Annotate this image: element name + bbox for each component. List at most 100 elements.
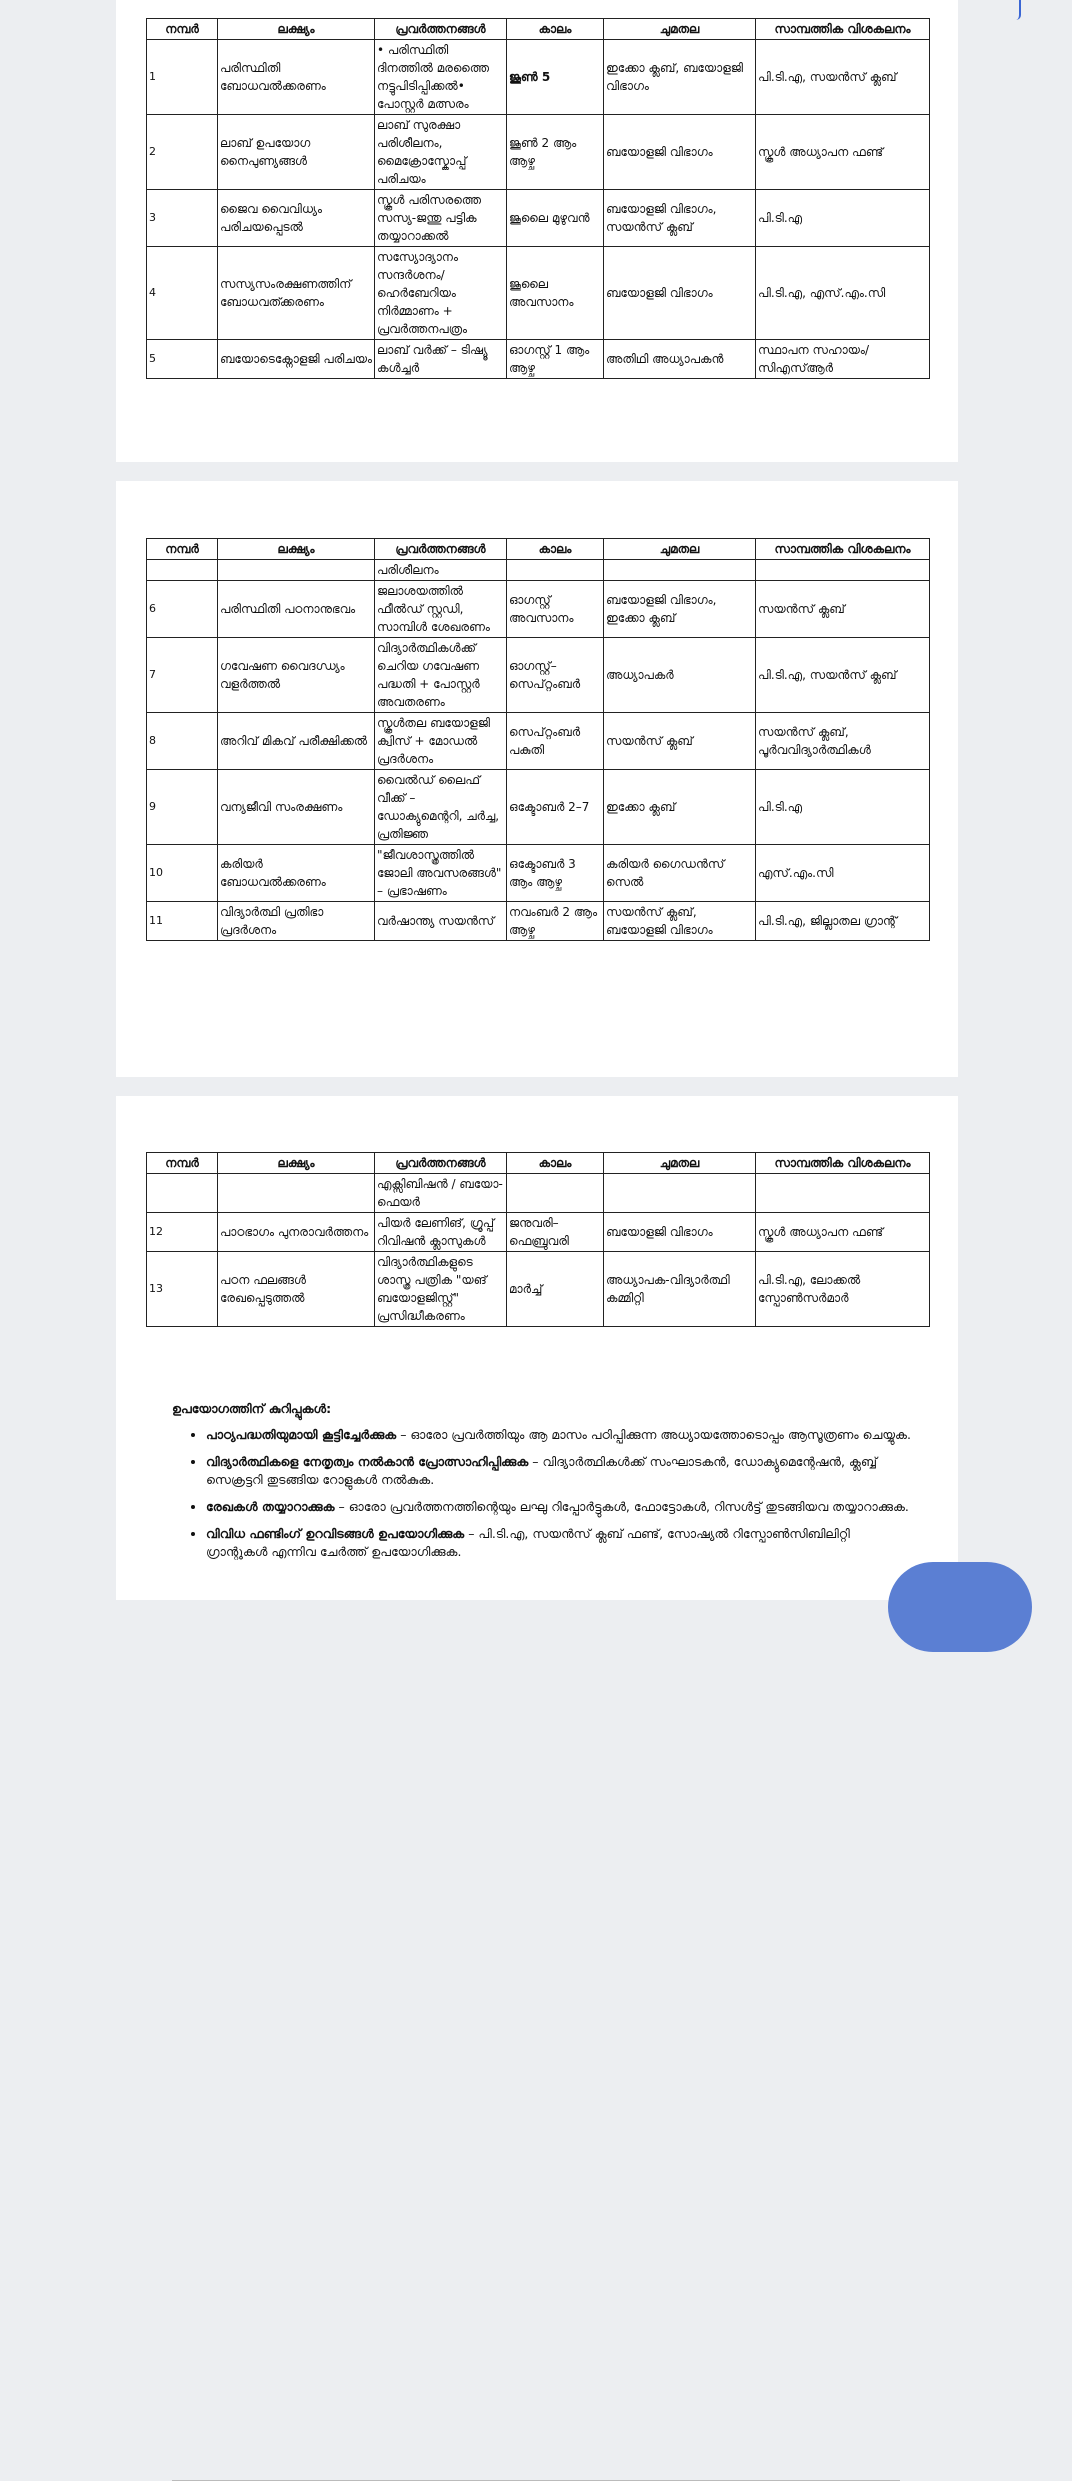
table-cell: 7 [146,637,218,713]
table-row: 8 അറിവ് മികവ് പരീക്ഷിക്കൽ സ്കൂൾതല ബയോളജി ക… [146,712,930,770]
header-row: നമ്പർ ലക്ഷ്യം പ്രവർത്തനങ്ങൾ കാലം ചുമതല സാമ്പത… [146,538,930,560]
table-cell: സയൻസ് ക്ലബ്, ബയോളജി വിഭാഗം [603,901,756,941]
table-cell [146,559,218,581]
table-cell: 8 [146,712,218,770]
table-cell: പരിസ്ഥിതി ബോധവൽക്കരണം [217,39,375,115]
table-cell: പരിശീലനം [374,559,507,581]
table-cell [146,1173,218,1213]
table-cell: സസ്യസംരക്ഷണത്തിന് ബോധവത്ക്കരണം [217,246,375,340]
table-cell [603,1173,756,1213]
table-cell: ബയോടെക്നോളജി പരിചയം [217,339,375,379]
table-cell: പി.ടി.എ, ജില്ലാതല ഗ്രാന്റ് [755,901,930,941]
table-cell: സയൻസ് ക്ലബ് [755,580,930,638]
header-cell: നമ്പർ [146,1152,218,1174]
table-row: 4 സസ്യസംരക്ഷണത്തിന് ബോധവത്ക്കരണം സസ്യോദ്യാ… [146,246,930,340]
table-cell: 13 [146,1251,218,1327]
table-cell: വൈൽഡ് ലൈഫ് വീക്ക് – ഡോക്യുമെന്ററി, ചർച്ച… [374,769,507,845]
table-cell: "ജീവശാസ്ത്രത്തിൽ ജോലി അവസരങ്ങൾ" – പ്രഭാഷ… [374,844,507,902]
table-cell: സ്കൂൾ അധ്യാപന ഫണ്ട് [755,114,930,190]
table-cell: കരിയർ ബോധവൽക്കരണം [217,844,375,902]
table-cell: ഇക്കോ ക്ലബ്, ബയോളജി വിഭാഗം [603,39,756,115]
table-row: 7 ഗവേഷണ വൈദഗ്ധ്യം വളർത്തൽ വിദ്യാർത്ഥികൾക്ക… [146,637,930,713]
table-cell: ജൂലൈ മുഴുവൻ [506,189,604,247]
table-cell: ജൂലൈ അവസാനം [506,246,604,340]
table-cell: ഗവേഷണ വൈദഗ്ധ്യം വളർത്തൽ [217,637,375,713]
table-cell: ലാബ് സുരക്ഷാ പരിശീലനം, മൈക്രോസ്കോപ്പ് പര… [374,114,507,190]
table-cell: സ്ഥാപന സഹായം/സിഎസ്ആർ [755,339,930,379]
table-row: 6 പരിസ്ഥിതി പഠനാനുഭവം ജലാശയത്തിൽ ഫീൽഡ് സ്റ… [146,580,930,638]
note-text: – ഓരോ പ്രവർത്തിയും ആ മാസം പഠിപ്പിക്കുന്ന… [400,1427,911,1442]
header-cell: സാമ്പത്തിക വിശകലനം [755,1152,930,1174]
floating-button[interactable] [888,1562,1032,1652]
table-cell: 2 [146,114,218,190]
table: നമ്പർ ലക്ഷ്യം പ്രവർത്തനങ്ങൾ കാലം ചുമതല സാമ്പത… [146,538,930,941]
table-cell: അധ്യാപകർ [603,637,756,713]
table-cell [506,1173,604,1213]
doc-page: നമ്പർ ലക്ഷ്യം പ്രവർത്തനങ്ങൾ കാലം ചുമതല സാമ്പത… [116,481,958,1077]
table-row: 2 ലാബ് ഉപയോഗ നൈപുണ്യങ്ങൾ ലാബ് സുരക്ഷാ പരിശ… [146,114,930,190]
table-cell: ഇക്കോ ക്ലബ് [603,769,756,845]
table-cell: സ്കൂൾതല ബയോളജി ക്വിസ് + മോഡൽ പ്രദർശനം [374,712,507,770]
note-item: രേഖകൾ തയ്യാറാക്കുക – ഓരോ പ്രവർത്തനത്തിന്… [206,1498,912,1516]
table-row: 13 പഠന ഫലങ്ങൾ രേഖപ്പെടുത്തൽ വിദ്യാർത്ഥികളു… [146,1251,930,1327]
table-cell: ജൂൺ 2 ആം ആഴ്ച [506,114,604,190]
header-cell: നമ്പർ [146,538,218,560]
table-cell: കരിയർ ഗൈഡൻസ് സെൽ [603,844,756,902]
table-cell [755,1173,930,1213]
header-cell: കാലം [506,18,604,40]
note-item: വിവിധ ഫണ്ടിംഗ് ഉറവിടങ്ങൾ ഉപയോഗിക്കുക – പ… [206,1525,912,1561]
table-cell: സെപ്റ്റംബർ പകുതി [506,712,604,770]
table-cell: സ്കൂൾ പരിസരത്തെ സസ്യ-ജന്തു പട്ടിക തയ്യാറ… [374,189,507,247]
notes-title: ഉപയോഗത്തിന് കുറിപ്പുകൾ: [172,1401,332,1416]
table-cell: വന്യജീവി സംരക്ഷണം [217,769,375,845]
table-cell: ജനുവരി–ഫെബ്രുവരി [506,1212,604,1252]
table-cell: ഓഗസ്റ്റ് അവസാനം [506,580,604,638]
table-row: 9 വന്യജീവി സംരക്ഷണം വൈൽഡ് ലൈഫ് വീക്ക് – ഡോ… [146,769,930,845]
table-cell: പി.ടി.എ [755,189,930,247]
table-cell [217,559,375,581]
note-text: – വിദ്യാർത്ഥികൾക്ക് സംഘാടകൻ, ഡോക്യുമെന്റ… [206,1454,877,1487]
header-cell: ചുമതല [603,538,756,560]
header-cell: ചുമതല [603,1152,756,1174]
table-row: 12 പാഠഭാഗം പുനരാവർത്തനം പിയർ ലേണിങ്, ഗ്രൂപ… [146,1212,930,1252]
table-cell: ജൂൺ 5 [506,39,604,115]
table-cell: ബയോളജി വിഭാഗം, സയൻസ് ക്ലബ് [603,189,756,247]
table-row: 10 കരിയർ ബോധവൽക്കരണം "ജീവശാസ്ത്രത്തിൽ ജോലി… [146,844,930,902]
table-cell [217,1173,375,1213]
header-cell: പ്രവർത്തനങ്ങൾ [374,1152,507,1174]
table-cell [506,559,604,581]
table-cell: ഓഗസ്റ്റ് 1 ആം ആഴ്ച [506,339,604,379]
header-cell: സാമ്പത്തിക വിശകലനം [755,538,930,560]
header-cell: ലക്ഷ്യം [217,538,375,560]
header-cell: സാമ്പത്തിക വിശകലനം [755,18,930,40]
note-item: പാഠ്യപദ്ധതിയുമായി കൂട്ടിച്ചേർക്കുക – ഓരോ… [206,1426,912,1444]
note-heading: രേഖകൾ തയ്യാറാക്കുക [206,1499,335,1514]
table-cell: മാർച്ച് [506,1251,604,1327]
table-cell: ഒക്ടോബർ 2–7 [506,769,604,845]
table-cell: • പരിസ്ഥിതി ദിനത്തിൽ മരത്തൈ നട്ടുപിടിപ്പ… [374,39,507,115]
header-row: നമ്പർ ലക്ഷ്യം പ്രവർത്തനങ്ങൾ കാലം ചുമതല സാമ്പത… [146,1152,930,1174]
table-cell: നവംബർ 2 ആം ആഴ്ച [506,901,604,941]
table-cell: എക്സിബിഷൻ / ബയോ-ഫെയർ [374,1173,507,1213]
table-cell: ഒക്ടോബർ 3 ആം ആഴ്ച [506,844,604,902]
note-item: വിദ്യാർത്ഥികളെ നേതൃത്വം നൽകാൻ പ്രോത്സാഹി… [206,1453,912,1489]
table: നമ്പർ ലക്ഷ്യം പ്രവർത്തനങ്ങൾ കാലം ചുമതല സാമ്പത… [146,18,930,379]
table-cell: 5 [146,339,218,379]
table-cell: പരിസ്ഥിതി പഠനാനുഭവം [217,580,375,638]
table-cell: പി.ടി.എ, എസ്.എം.സി [755,246,930,340]
header-row: നമ്പർ ലക്ഷ്യം പ്രവർത്തനങ്ങൾ കാലം ചുമതല സാമ്പത… [146,18,930,40]
table-cell: 3 [146,189,218,247]
table-row: 3 ജൈവ വൈവിധ്യം പരിചയപ്പെടൽ സ്കൂൾ പരിസരത്തെ… [146,189,930,247]
notes: ഉപയോഗത്തിന് കുറിപ്പുകൾ: പാഠ്യപദ്ധതിയുമായി… [172,1400,912,1570]
table-cell: പി.ടി.എ, സയൻസ് ക്ലബ് [755,637,930,713]
table-row: 11 വിദ്യാർത്ഥി പ്രതിഭാ പ്രദർശനം വർഷാന്ത്യ … [146,901,930,941]
table-row: എക്സിബിഷൻ / ബയോ-ഫെയർ [146,1173,930,1213]
table-cell: എസ്.എം.സി [755,844,930,902]
page: നമ്പർ ലക്ഷ്യം പ്രവർത്തനങ്ങൾ കാലം ചുമതല സാമ്പത… [0,0,1072,1600]
table-cell: 1 [146,39,218,115]
note-heading: വിദ്യാർത്ഥികളെ നേതൃത്വം നൽകാൻ പ്രോത്സാഹി… [206,1454,529,1469]
table-cell: പഠന ഫലങ്ങൾ രേഖപ്പെടുത്തൽ [217,1251,375,1327]
table-cell: സയൻസ് ക്ലബ് [603,712,756,770]
header-cell: ലക്ഷ്യം [217,1152,375,1174]
table-cell: വിദ്യാർത്ഥികളുടെ ശാസ്ത്ര പത്രിക "യങ് ബയോ… [374,1251,507,1327]
